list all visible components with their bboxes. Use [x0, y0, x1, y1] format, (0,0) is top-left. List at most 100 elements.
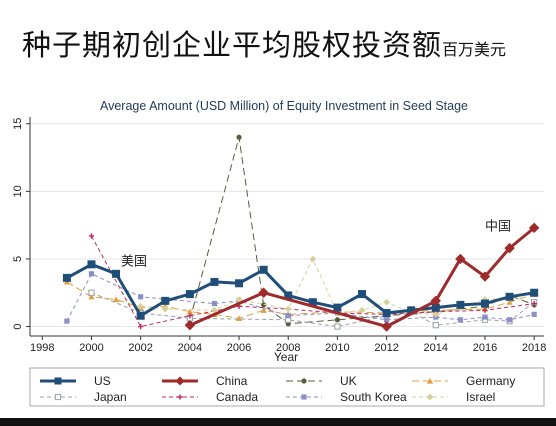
series-line-us [66, 262, 535, 318]
legend-swatch-marker [301, 394, 307, 400]
chart-axes: 0 5 10 15 1998 2000 2002 2004 2006 2008 2010 2012 20… [12, 117, 546, 354]
data-point-canada [88, 233, 95, 239]
slide-title: 种子期初创企业平均股权投资额百万美元 [22, 22, 506, 64]
y-tick-label: 0 [12, 323, 24, 329]
legend-item-uk: UK [286, 374, 357, 388]
data-point-us [259, 265, 268, 274]
x-tick-label: 2004 [178, 342, 202, 354]
legend-label: Israel [466, 390, 495, 404]
data-point-germany [88, 293, 95, 300]
data-point-germany [260, 307, 267, 313]
x-tick-label: 2018 [522, 342, 546, 354]
data-point-israel [137, 302, 145, 310]
data-point-us [62, 273, 71, 282]
data-point-us [87, 260, 96, 269]
data-point-south-korea [88, 271, 95, 277]
legend-swatch-marker [54, 377, 62, 385]
data-point-canada [531, 300, 537, 307]
legend-item-us: US [40, 374, 111, 388]
data-point-israel [161, 305, 169, 313]
x-tick-label: 2016 [473, 342, 497, 354]
bottom-bar [0, 418, 556, 426]
data-point-japan [432, 322, 439, 329]
legend-swatch-marker [54, 393, 62, 401]
chart-annotations: 美国 中国 [121, 220, 511, 270]
data-point-south-korea [285, 313, 291, 319]
data-point-uk [236, 134, 242, 140]
x-tick-label: 2012 [374, 342, 398, 354]
chart-title: Average Amount (USD Million) of Equity I… [100, 99, 468, 113]
legend-box [29, 367, 545, 407]
data-point-us [136, 311, 145, 320]
series-china [184, 222, 540, 332]
data-point-us [308, 298, 317, 307]
legend-swatch-marker [426, 377, 434, 384]
data-point-us [284, 291, 293, 300]
data-point-germany [186, 308, 193, 315]
data-point-south-korea [138, 294, 144, 300]
legend-swatch-marker [175, 376, 185, 386]
data-point-south-korea [384, 317, 390, 323]
data-point-canada [187, 313, 193, 319]
data-point-us [530, 288, 539, 297]
chart-annotation: 美国 [121, 255, 147, 270]
data-point-us [161, 296, 170, 305]
series-line-china [189, 226, 536, 328]
data-point-south-korea [211, 300, 218, 307]
data-point-japan [334, 323, 341, 330]
data-point-china [381, 321, 392, 332]
data-point-us [382, 309, 391, 318]
x-tick-label: 2008 [276, 342, 300, 354]
x-tick-label: 2006 [227, 342, 251, 354]
legend-item-china: China [162, 374, 248, 388]
data-point-china [455, 253, 466, 265]
data-point-israel [309, 255, 317, 263]
x-axis-label: Year [274, 350, 298, 364]
data-point-us [235, 279, 244, 288]
data-point-us [456, 300, 465, 309]
legend-item-japan: Japan [40, 390, 127, 404]
data-point-germany [112, 296, 120, 303]
data-point-us [185, 290, 194, 299]
data-point-israel [358, 306, 366, 314]
data-point-uk [261, 302, 267, 308]
legend-label: South Korea [340, 390, 407, 404]
x-tick-label: 2010 [325, 342, 349, 354]
data-point-us [431, 303, 440, 312]
legend-item-south-korea: South Korea [286, 390, 407, 404]
data-point-south-korea [482, 314, 488, 320]
legend-label: Germany [466, 374, 515, 388]
chart-annotation: 中国 [485, 220, 511, 235]
y-tick-label: 5 [12, 256, 24, 262]
data-point-canada [482, 307, 488, 313]
chart-legend: US China UK Germany Japan Canada South Korea Is… [29, 367, 545, 407]
series-line-canada [91, 235, 535, 327]
x-tick-label: 1998 [30, 342, 54, 354]
x-tick-label: 2000 [79, 342, 103, 354]
y-tick-label: 10 [12, 185, 24, 197]
data-point-china [430, 295, 441, 307]
data-point-china [528, 222, 540, 234]
legend-item-israel: Israel [412, 390, 495, 404]
data-point-germany [235, 315, 243, 322]
series-south-korea [64, 271, 537, 324]
chart-series [62, 134, 540, 332]
data-point-south-korea [531, 311, 537, 317]
legend-swatch-marker [301, 378, 307, 384]
legend-label: Canada [216, 390, 258, 404]
data-point-us [333, 303, 342, 312]
y-tick-label: 15 [12, 118, 24, 130]
x-tick-label: 2002 [128, 342, 152, 354]
data-point-israel [383, 298, 390, 306]
data-point-china [504, 242, 515, 254]
data-point-us [407, 306, 416, 315]
data-point-south-korea [64, 318, 70, 324]
data-point-south-korea [457, 317, 463, 323]
data-point-canada [138, 323, 144, 330]
x-tick-label: 2014 [424, 342, 448, 354]
data-point-us [505, 292, 514, 301]
data-point-china [479, 271, 491, 282]
legend-label: US [94, 374, 111, 388]
data-point-us [480, 299, 489, 308]
